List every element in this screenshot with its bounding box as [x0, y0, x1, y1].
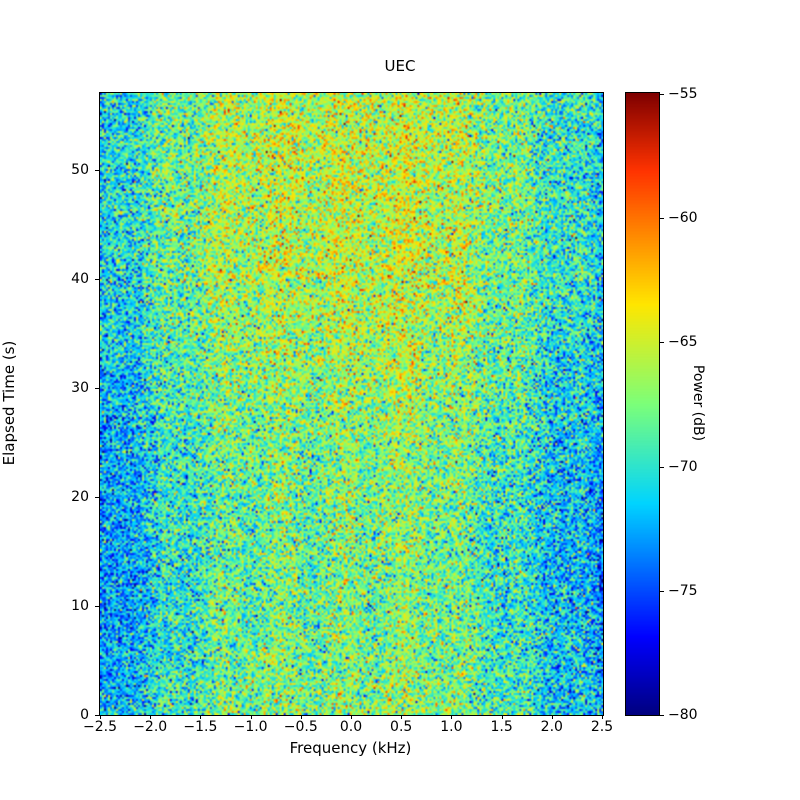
x-tick-label: 2.0: [540, 719, 563, 735]
spectrogram-image: [100, 93, 603, 715]
y-tick-label: 20: [71, 489, 89, 506]
colorbar-tick-label: −80: [668, 707, 698, 723]
y-tick-mark: [95, 606, 99, 608]
colorbar-gradient: [626, 93, 659, 715]
colorbar-tick-label: −60: [668, 210, 698, 227]
x-tick-label: 1.0: [440, 719, 463, 735]
y-tick-label: 10: [71, 598, 89, 615]
x-tick-label: −1.5: [183, 719, 218, 735]
colorbar-tick-label: −65: [668, 334, 698, 351]
x-tick-mark: [150, 715, 152, 719]
x-tick-mark: [200, 715, 202, 719]
colorbar-tick-mark: [660, 94, 664, 95]
y-tick-mark: [95, 388, 99, 390]
colorbar-tick-mark: [660, 218, 664, 220]
y-tick-mark: [95, 497, 99, 499]
x-tick-mark: [300, 715, 302, 719]
colorbar-tick-label: −70: [668, 458, 698, 475]
y-tick-label: 40: [71, 271, 89, 288]
x-tick-label: −2.5: [83, 719, 117, 735]
x-tick-mark: [501, 715, 503, 719]
x-tick-mark: [100, 715, 101, 719]
y-tick-mark: [95, 715, 99, 716]
x-axis-label: Frequency (kHz): [289, 739, 412, 757]
colorbar-tick-mark: [660, 466, 664, 468]
x-tick-label: −2.0: [133, 719, 168, 735]
x-tick-mark: [250, 715, 252, 719]
y-tick-label: 30: [71, 380, 89, 397]
title-line-station: UEC: [384, 57, 416, 75]
x-tick-label: −1.0: [233, 719, 268, 735]
power-colorbar: [625, 92, 660, 716]
colorbar-tick-label: −55: [668, 86, 698, 102]
x-tick-mark: [551, 715, 553, 719]
spectrogram-axes: [99, 92, 604, 716]
colorbar-tick-mark: [660, 342, 664, 344]
x-tick-label: 1.5: [490, 719, 513, 735]
x-tick-label: 0.0: [339, 719, 363, 735]
x-tick-label: −0.5: [283, 719, 318, 735]
colorbar-tick-label: −75: [668, 582, 698, 599]
y-tick-label: 0: [80, 707, 89, 723]
x-tick-mark: [401, 715, 403, 719]
x-tick-mark: [351, 715, 352, 719]
colorbar-tick-mark: [660, 715, 664, 716]
colorbar-tick-mark: [660, 590, 664, 592]
x-tick-mark: [451, 715, 453, 719]
y-tick-label: 50: [71, 162, 89, 179]
y-tick-mark: [95, 170, 99, 172]
y-tick-mark: [95, 279, 99, 281]
y-axis-label: Elapsed Time (s): [0, 340, 18, 466]
x-tick-label: 0.5: [390, 719, 413, 735]
x-tick-mark: [602, 715, 603, 719]
x-tick-label: 2.5: [590, 719, 614, 735]
